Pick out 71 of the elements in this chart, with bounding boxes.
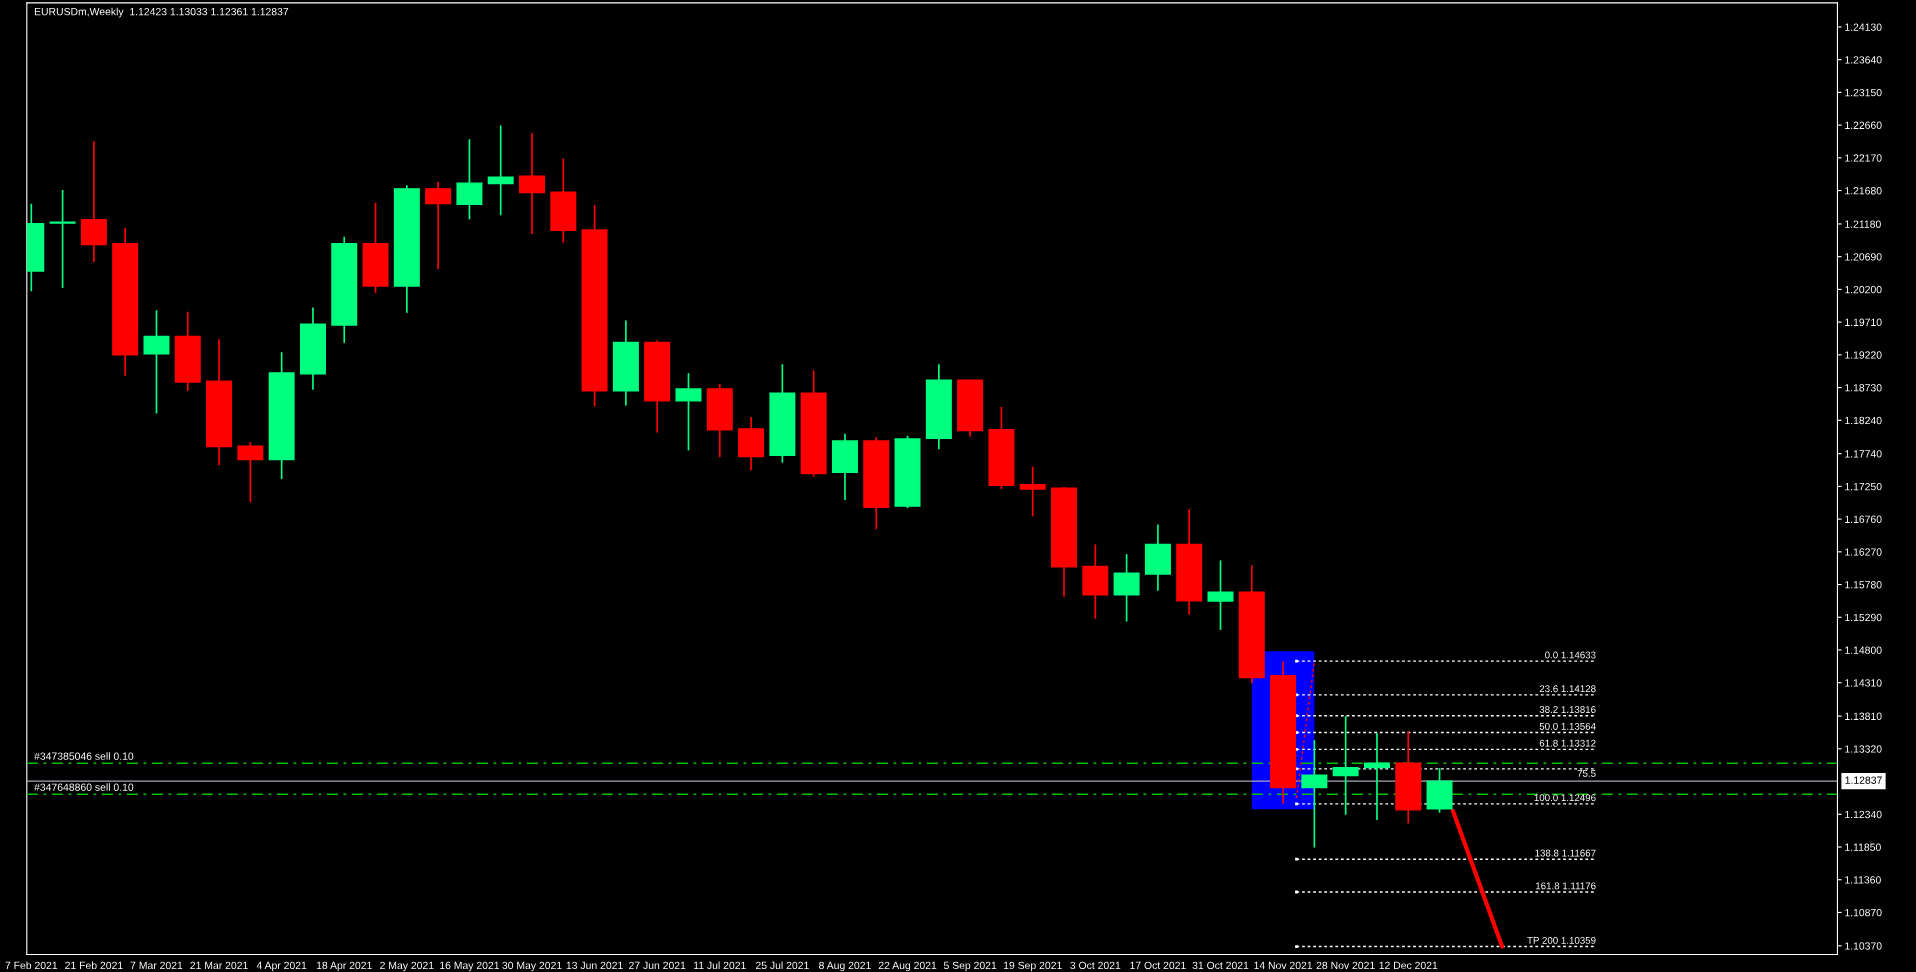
y-tick-label: 1.22660 xyxy=(1845,121,1882,129)
series-label: 0.0 1.14633 xyxy=(1545,651,1596,659)
series-label: 50.0 1.13564 xyxy=(1539,722,1596,730)
y-tick-label: 1.14800 xyxy=(1845,646,1882,654)
y-tick-label: 1.21680 xyxy=(1845,187,1882,195)
ref-line-label: #347385046 sell 0.10 xyxy=(34,752,134,760)
y-tick-label: 1.23640 xyxy=(1845,56,1882,64)
series-label: 23.6 1.14128 xyxy=(1539,685,1596,693)
x-tick-label: 25 Jul 2021 xyxy=(755,961,809,970)
x-tick-label: 13 Jun 2021 xyxy=(566,961,623,970)
y-tick-label: 1.13810 xyxy=(1845,712,1882,720)
y-tick-label: 1.17250 xyxy=(1845,482,1882,491)
x-tick-label: 28 Nov 2021 xyxy=(1316,961,1375,970)
x-tick-label: 21 Mar 2021 xyxy=(190,961,248,970)
ref-line-label: 1.12837 xyxy=(1845,776,1882,784)
x-tick-label: 21 Feb 2021 xyxy=(65,961,123,970)
x-tick-label: 14 Nov 2021 xyxy=(1254,961,1313,970)
y-tick-label: 1.15290 xyxy=(1845,613,1882,622)
x-tick-label: 11 Jul 2021 xyxy=(694,961,746,970)
y-tick-label: 1.21180 xyxy=(1845,220,1881,228)
x-tick-label: 8 Aug 2021 xyxy=(819,961,871,972)
y-tick-label: 1.19710 xyxy=(1845,318,1882,326)
candlestick xyxy=(1301,739,1328,849)
y-tick-label: 1.20690 xyxy=(1845,253,1882,261)
x-tick-label: 27 Jun 2021 xyxy=(629,961,686,970)
y-tick-label: 1.16270 xyxy=(1845,548,1882,556)
y-tick-label: 1.11850 xyxy=(1845,843,1881,851)
series-label: 75.5 xyxy=(1577,770,1596,777)
x-tick-label: 22 Aug 2021 xyxy=(878,961,937,972)
y-tick-label: 1.12340 xyxy=(1845,810,1882,819)
series-label: 38.2 1.13816 xyxy=(1539,706,1596,713)
y-tick-label: 1.22170 xyxy=(1845,154,1882,162)
y-tick-label: 1.18730 xyxy=(1845,384,1882,392)
y-tick-label: 1.18240 xyxy=(1845,416,1882,425)
candlestick xyxy=(487,124,514,217)
y-tick-label: 1.20200 xyxy=(1845,285,1882,294)
y-tick-label: 1.23150 xyxy=(1845,88,1882,97)
y-tick-label: 1.15780 xyxy=(1845,581,1882,589)
candlestick xyxy=(1332,715,1359,816)
x-tick-label: 3 Oct 2021 xyxy=(1070,961,1121,970)
chart-title: EURUSDm,Weekly 1.12423 1.13033 1.12361 1.12837 xyxy=(34,7,289,18)
y-tick-label: 1.10870 xyxy=(1845,908,1882,917)
x-tick-label: 7 Feb 2021 xyxy=(5,961,58,970)
x-tick-label: 31 Oct 2021 xyxy=(1192,961,1249,970)
x-tick-label: 2 May 2021 xyxy=(380,961,434,972)
x-tick-label: 16 May 2021 xyxy=(440,961,500,972)
y-tick-label: 1.24130 xyxy=(1845,23,1882,31)
x-tick-label: 17 Oct 2021 xyxy=(1130,961,1186,970)
series-label: 61.8 1.13312 xyxy=(1539,739,1596,747)
x-tick-label: 5 Sep 2021 xyxy=(943,961,997,972)
y-tick-label: 1.11360 xyxy=(1845,876,1881,884)
y-tick-label: 1.19220 xyxy=(1845,351,1882,359)
x-tick-label: 12 Dec 2021 xyxy=(1379,961,1438,970)
x-tick-label: 30 May 2021 xyxy=(502,961,562,972)
series-label: 161.8 1.11176 xyxy=(1536,882,1596,890)
series-label: 138.8 1.11667 xyxy=(1535,849,1596,857)
x-tick-label: 19 Sep 2021 xyxy=(1003,961,1062,972)
candlestick xyxy=(1019,465,1046,518)
series-label: 100.0 1.12496 xyxy=(1534,794,1596,802)
x-tick-label: 18 Apr 2021 xyxy=(316,961,372,972)
x-tick-label: 7 Mar 2021 xyxy=(130,961,183,970)
x-tick-label: 4 Apr 2021 xyxy=(256,961,307,972)
y-tick-label: 1.13320 xyxy=(1845,745,1882,753)
candlestick xyxy=(49,189,76,289)
y-tick-label: 1.10370 xyxy=(1845,942,1882,950)
series-label: TP 200 1.10359 xyxy=(1527,936,1596,944)
candlestick xyxy=(1207,559,1234,631)
y-tick-label: 1.17740 xyxy=(1845,450,1882,458)
ref-line-label: #347648860 sell 0.10 xyxy=(34,783,134,791)
y-tick-label: 1.16760 xyxy=(1845,515,1882,523)
y-tick-label: 1.14310 xyxy=(1845,679,1882,687)
